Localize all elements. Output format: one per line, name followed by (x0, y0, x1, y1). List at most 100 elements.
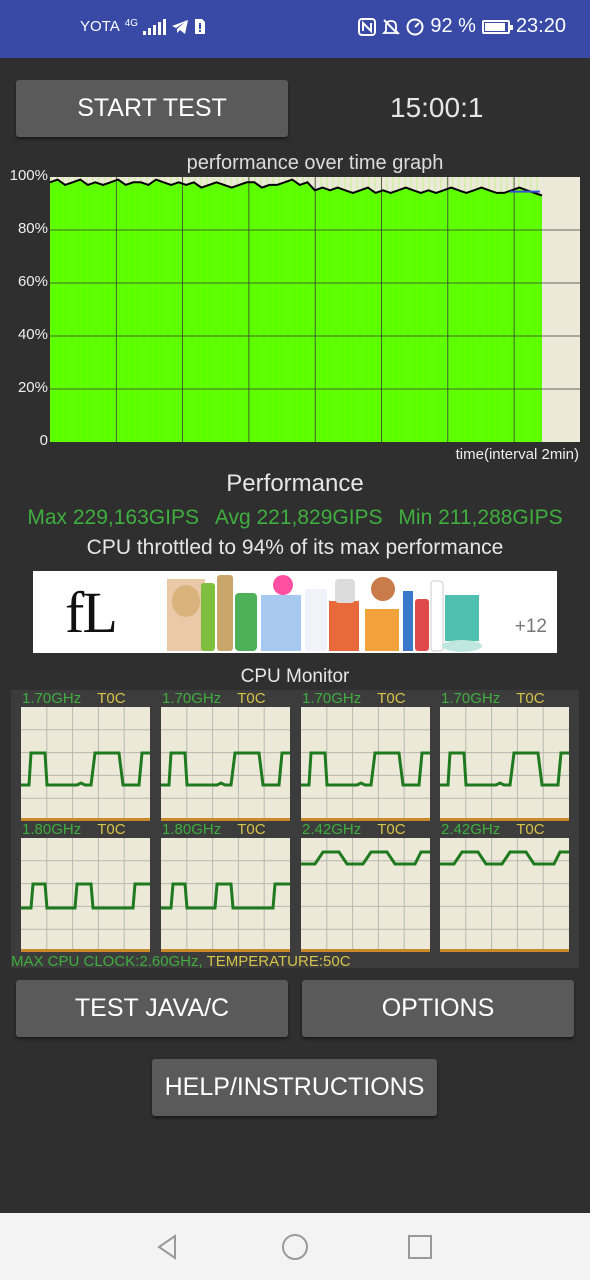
core-label: 1.70GHz T0C (162, 690, 266, 707)
area-stripe (500, 177, 502, 442)
area-stripe (230, 177, 232, 442)
area-stripe (206, 177, 208, 442)
core-temperature: T0C (377, 821, 406, 838)
performance-graph (50, 177, 580, 442)
area-stripe (326, 177, 328, 442)
area-stripe (458, 177, 460, 442)
core-temperature: T0C (237, 821, 266, 838)
core-graph (440, 707, 569, 821)
area-stripe (344, 177, 346, 442)
area-stripe (392, 177, 394, 442)
area-stripe (482, 177, 484, 442)
area-stripe (290, 177, 292, 442)
recents-icon[interactable] (405, 1232, 435, 1262)
signal-icon (143, 18, 167, 35)
start-test-button[interactable]: START TEST (16, 80, 288, 137)
performance-area (50, 179, 542, 442)
core-label: 1.80GHz T0C (22, 821, 126, 838)
area-stripe (242, 177, 244, 442)
area-stripe (374, 177, 376, 442)
ad-banner[interactable]: fL +12 (33, 571, 557, 653)
ad-logo: fL (65, 580, 118, 645)
area-stripe (476, 177, 478, 442)
core-label: 1.80GHz T0C (162, 821, 266, 838)
throttle-text: CPU throttled to 94% of its max performa… (86, 536, 504, 559)
area-stripe (368, 177, 370, 442)
ad-products-image (167, 575, 482, 652)
area-stripe (362, 177, 364, 442)
test-java-c-button[interactable]: TEST JAVA/C (16, 980, 288, 1037)
area-stripe (524, 177, 526, 442)
area-stripe (302, 177, 304, 442)
area-stripe (464, 177, 466, 442)
network-label: 4G (124, 18, 139, 29)
area-stripe (194, 177, 196, 442)
area-stripe (332, 177, 334, 442)
area-stripe (320, 177, 322, 442)
area-stripe (356, 177, 358, 442)
area-stripe (218, 177, 220, 442)
area-stripe (200, 177, 202, 442)
area-stripe (410, 177, 412, 442)
max-cpu-clock: MAX CPU CLOCK:2.60GHz, TEMPERATURE:50C (11, 953, 351, 970)
performance-line (50, 178, 543, 197)
area-stripe (350, 177, 352, 442)
options-button[interactable]: OPTIONS (302, 980, 574, 1037)
core-graph (301, 838, 430, 952)
area-stripe (488, 177, 490, 442)
x-axis-label: time(interval 2min) (455, 446, 579, 463)
nfc-icon (358, 17, 377, 36)
area-stripe (110, 177, 112, 442)
y-tick-label: 20% (17, 379, 48, 396)
area-stripe (284, 177, 286, 442)
core-label: 2.42GHz T0C (441, 821, 545, 838)
core-temperature: T0C (97, 821, 126, 838)
area-stripe (416, 177, 418, 442)
ad-more-count: +12 (514, 616, 547, 637)
core-label: 1.70GHz T0C (441, 690, 545, 707)
core-temperature: T0C (97, 690, 126, 707)
max-cpu-clock-value: MAX CPU CLOCK:2.60GHz, (11, 953, 203, 970)
area-stripe (278, 177, 280, 442)
core-temperature: T0C (516, 690, 545, 707)
core-temperature: T0C (516, 821, 545, 838)
test-timer: 15:00:1 (390, 92, 484, 123)
core-label: 1.70GHz T0C (22, 690, 126, 707)
core-frequency: 1.70GHz (441, 690, 501, 707)
area-stripe (404, 177, 406, 442)
area-stripe (50, 177, 52, 442)
area-stripe (128, 177, 130, 442)
area-stripe (164, 177, 166, 442)
area-stripe (86, 177, 88, 442)
max-gips: Max 229,163GIPS (27, 506, 199, 529)
area-stripe (530, 177, 532, 442)
core-graph (161, 838, 290, 952)
area-stripe (80, 177, 82, 442)
area-stripe (446, 177, 448, 442)
area-stripe (158, 177, 160, 442)
area-stripe (266, 177, 268, 442)
performance-stats: Max 229,163GIPS Avg 221,829GIPS Min 211,… (0, 506, 590, 530)
core-frequency: 1.70GHz (162, 690, 222, 707)
core-graph (21, 707, 150, 821)
area-stripe (272, 177, 274, 442)
core-frequency: 1.70GHz (302, 690, 362, 707)
core-label: 1.70GHz T0C (302, 690, 406, 707)
area-stripe (104, 177, 106, 442)
area-stripe (56, 177, 58, 442)
core-frequency: 2.42GHz (302, 821, 362, 838)
core-graph (161, 707, 290, 821)
clock: 23:20 (515, 15, 566, 37)
status-right: 92 % 23:20 (358, 15, 566, 38)
area-stripe (518, 177, 520, 442)
core-graph (21, 838, 150, 952)
help-instructions-button[interactable]: HELP/INSTRUCTIONS (152, 1059, 437, 1116)
area-stripe (122, 177, 124, 442)
area-stripe (380, 177, 382, 442)
area-stripe (536, 177, 538, 442)
back-icon[interactable] (153, 1232, 183, 1262)
core-temperature: T0C (237, 690, 266, 707)
status-bar: YOTA 4G 92 % 23:20 (0, 0, 590, 58)
area-stripe (386, 177, 388, 442)
home-icon[interactable] (280, 1232, 310, 1262)
